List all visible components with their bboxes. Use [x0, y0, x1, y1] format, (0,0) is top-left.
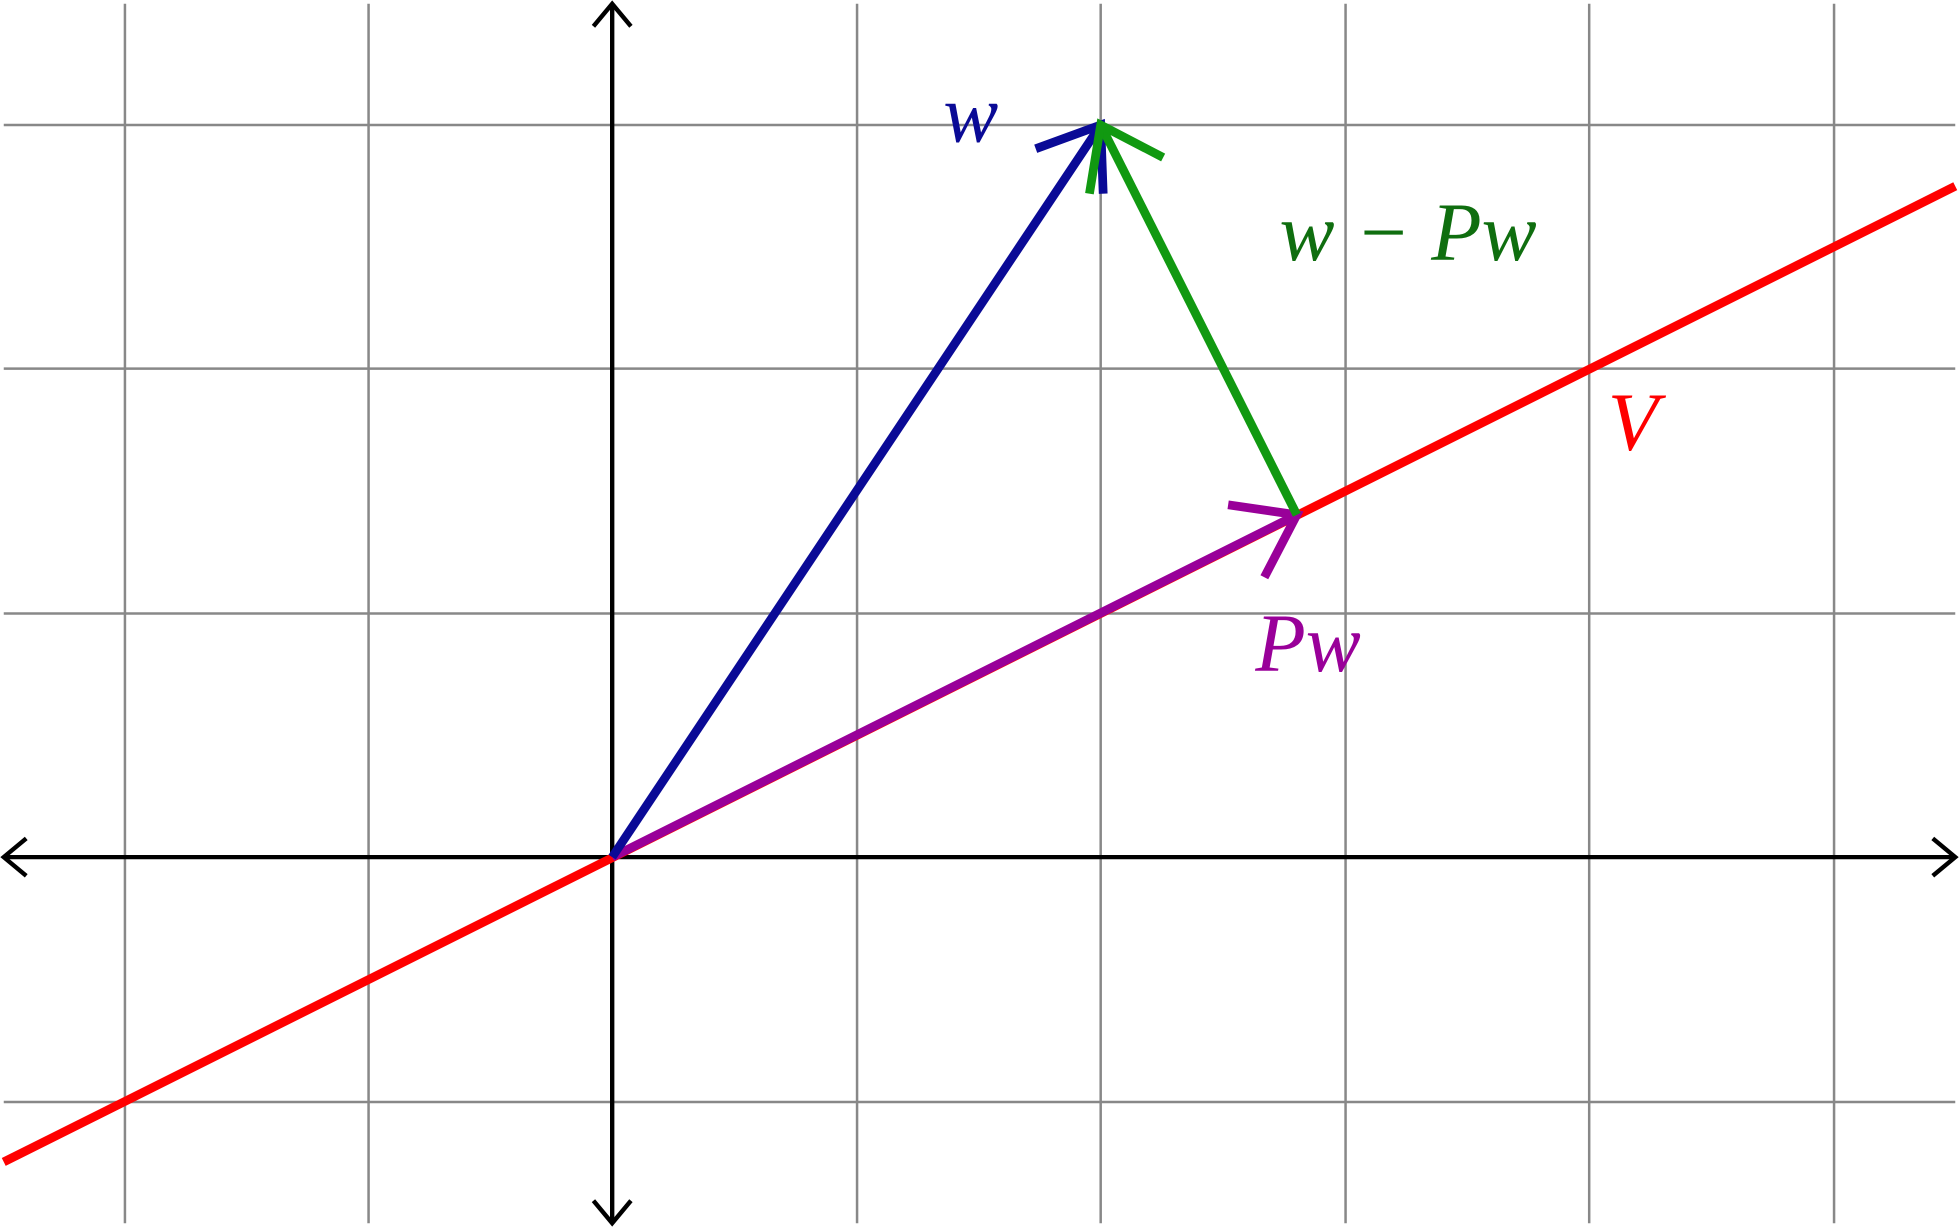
projection-vector	[610, 500, 1304, 862]
label: w	[943, 68, 998, 159]
axis-arrow	[0, 836, 28, 878]
label: w − Pw	[1279, 187, 1536, 278]
grid	[3, 3, 1956, 1224]
axis-arrow	[591, 1199, 633, 1227]
axis-arrow	[1931, 836, 1959, 878]
label: Pw	[1254, 598, 1360, 689]
difference-vector	[1085, 118, 1301, 517]
axis-arrow	[591, 0, 633, 28]
label: V	[1608, 377, 1667, 468]
